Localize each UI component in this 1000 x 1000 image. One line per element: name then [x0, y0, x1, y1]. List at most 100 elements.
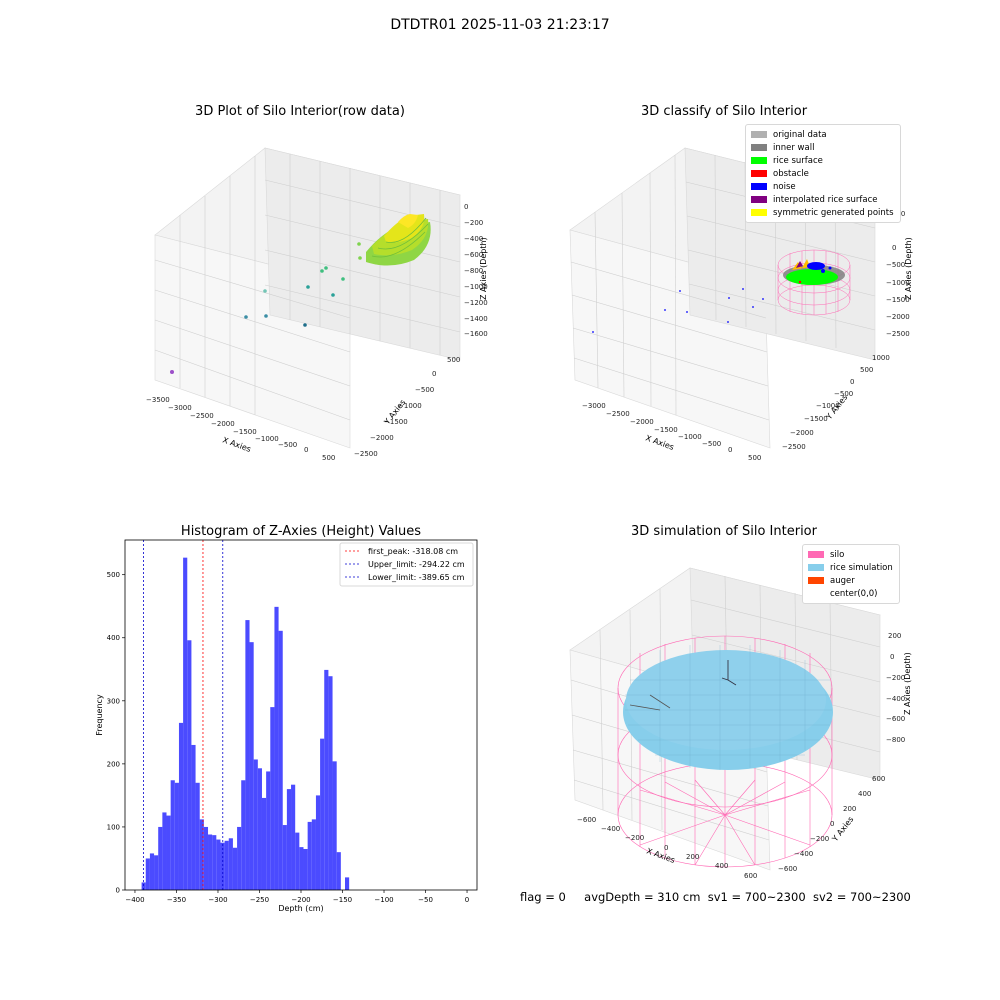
histogram-bar: [257, 768, 262, 890]
svg-text:−2000: −2000: [370, 434, 394, 442]
histogram-bar: [278, 630, 283, 890]
svg-text:1000: 1000: [872, 354, 890, 362]
svg-text:400: 400: [858, 790, 871, 798]
legend-swatch: [751, 144, 767, 151]
histogram-bar: [261, 797, 267, 890]
histogram-bar: [187, 640, 192, 890]
legend-item: symmetric generated points: [751, 206, 894, 219]
classify-zlabel: Z Axies (Depth): [904, 237, 913, 300]
histogram-bar: [212, 835, 217, 890]
x-tick-label: −400: [125, 896, 144, 904]
svg-text:−1000: −1000: [398, 402, 422, 410]
histogram-bar: [158, 826, 163, 890]
svg-text:−600: −600: [464, 251, 483, 259]
svg-text:−1000: −1000: [464, 283, 488, 291]
histogram-ylabel: Frequency: [95, 694, 104, 736]
svg-text:−400: −400: [794, 850, 813, 858]
legend-swatch: [808, 590, 824, 597]
svg-text:−500: −500: [834, 390, 853, 398]
sv2-text: sv2 = 700~2300: [812, 890, 911, 904]
x-tick-label: −50: [418, 896, 433, 904]
simulation-zlabel: Z Axies (Depth): [903, 652, 912, 715]
legend-item: interpolated rice surface: [751, 193, 894, 206]
histogram-bar: [224, 840, 229, 890]
histogram-bar: [249, 642, 254, 890]
raw-points: [170, 242, 362, 374]
svg-text:−500: −500: [278, 441, 297, 449]
histogram-bar: [195, 782, 200, 890]
svg-text:−2500: −2500: [782, 443, 806, 451]
classify-noise-points: [592, 288, 764, 333]
sv1-text: sv1 = 700~2300: [707, 890, 806, 904]
histogram-y-ticks: 0 100 200 300 400 500: [107, 571, 125, 895]
svg-text:−2000: −2000: [886, 313, 910, 321]
histogram-bar: [286, 789, 292, 890]
svg-text:−2500: −2500: [354, 450, 378, 458]
raw-x-ticks: −3500−3000 −2500−2000 −1500−1000 −500 0 5…: [146, 396, 335, 462]
histogram-bar: [291, 784, 296, 890]
histogram-bar: [270, 707, 275, 890]
x-tick-label: 0: [465, 896, 469, 904]
flag-text: flag = 0: [520, 890, 566, 904]
svg-text:−2000: −2000: [790, 429, 814, 437]
svg-text:−400: −400: [886, 695, 905, 703]
svg-text:−1500: −1500: [384, 418, 408, 426]
histogram-bar: [274, 606, 279, 890]
y-tick-label: 100: [107, 823, 120, 831]
simulation-z-ticks: 200 0 −200 −400 −600 −800: [886, 632, 905, 744]
histogram-bar: [203, 826, 209, 890]
svg-text:−200: −200: [810, 835, 829, 843]
legend-item: inner wall: [751, 141, 894, 154]
svg-text:200: 200: [888, 632, 901, 640]
histogram-bar: [199, 819, 204, 890]
svg-text:0: 0: [432, 370, 436, 378]
histogram-bar: [303, 849, 308, 890]
histogram-bar: [336, 852, 341, 890]
legend-swatch: [751, 209, 767, 216]
status-footer: flag = 0 avgDepth = 310 cm sv1 = 700~230…: [520, 890, 911, 904]
x-tick-label: −250: [250, 896, 269, 904]
svg-text:−400: −400: [464, 235, 483, 243]
svg-text:0: 0: [830, 820, 834, 828]
svg-text:0: 0: [728, 446, 732, 454]
svg-text:−200: −200: [464, 219, 483, 227]
histogram-bar: [178, 722, 184, 890]
legend-lower-limit: Lower_limit: -389.65 cm: [368, 573, 465, 582]
legend-item: obstacle: [751, 167, 894, 180]
legend-swatch: [751, 196, 767, 203]
histogram-bar: [228, 838, 233, 890]
legend-item: original data: [751, 128, 894, 141]
histogram-bar: [241, 780, 246, 890]
histogram-bar: [237, 826, 242, 890]
svg-text:−800: −800: [464, 267, 483, 275]
y-tick-label: 300: [107, 697, 120, 705]
histogram-bar: [324, 669, 329, 890]
x-tick-label: −200: [291, 896, 310, 904]
histogram-bar: [162, 812, 167, 890]
classify-x-ticks: −3000−2500 −2000−1500 −1000−500 0 500: [582, 402, 761, 462]
svg-text:−1500: −1500: [233, 428, 257, 436]
histogram-bar: [266, 771, 271, 890]
svg-text:500: 500: [322, 454, 335, 462]
raw-zlabel: Z Axies (Depth): [479, 237, 488, 300]
svg-text:0: 0: [304, 446, 308, 454]
histogram-bar: [166, 815, 171, 890]
legend-item: auger: [808, 574, 893, 587]
svg-text:−600: −600: [778, 865, 797, 873]
y-tick-label: 500: [107, 571, 120, 579]
svg-text:−600: −600: [886, 715, 905, 723]
figure-title: DTDTR01 2025-11-03 21:23:17: [390, 17, 610, 33]
svg-text:600: 600: [872, 775, 885, 783]
svg-text:−3000: −3000: [168, 404, 192, 412]
svg-text:−2500: −2500: [886, 330, 910, 338]
svg-text:0: 0: [664, 844, 668, 852]
svg-text:0: 0: [464, 203, 468, 211]
histogram-bar: [320, 738, 325, 890]
histogram-bar: [174, 782, 179, 890]
histogram-bar: [345, 877, 350, 890]
histogram-bar: [145, 858, 150, 890]
svg-text:0: 0: [850, 378, 854, 386]
raw-surface-blob: [366, 214, 431, 266]
